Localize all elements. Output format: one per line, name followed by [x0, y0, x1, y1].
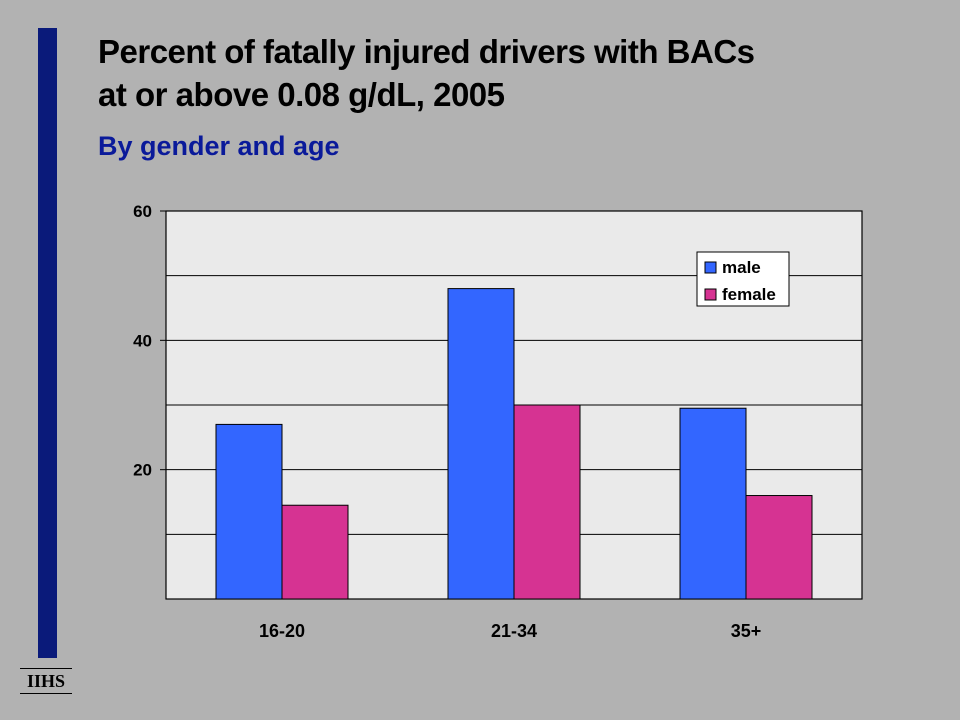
bar-female-35+: [745, 495, 813, 600]
decorative-side-bar: [38, 28, 57, 658]
bar-female-16-20: [281, 504, 349, 600]
chart-title: Percent of fatally injured drivers with …: [98, 30, 918, 116]
x-tick-label: 21-34: [491, 621, 537, 641]
y-tick-label: 40: [133, 331, 152, 350]
iihs-logo: IIHS: [20, 668, 72, 694]
y-tick-label: 20: [133, 461, 152, 480]
title-line-1: Percent of fatally injured drivers with …: [98, 33, 755, 70]
bar-male-21-34: [447, 288, 515, 600]
x-tick-label: 35+: [731, 621, 762, 641]
bar-female-21-34: [513, 404, 581, 600]
legend-label-female: female: [722, 285, 776, 304]
bar-male-35+: [679, 407, 747, 600]
logo-text: IIHS: [26, 671, 66, 691]
legend-swatch-female: [704, 288, 717, 301]
legend-label-male: male: [722, 258, 761, 277]
legend-swatch-male: [704, 261, 717, 274]
chart-subtitle: By gender and age: [98, 131, 340, 161]
y-tick-label: 60: [133, 202, 152, 221]
bar-male-16-20: [215, 423, 283, 600]
x-tick-label: 16-20: [259, 621, 305, 641]
title-line-2: at or above 0.08 g/dL, 2005: [98, 76, 505, 113]
